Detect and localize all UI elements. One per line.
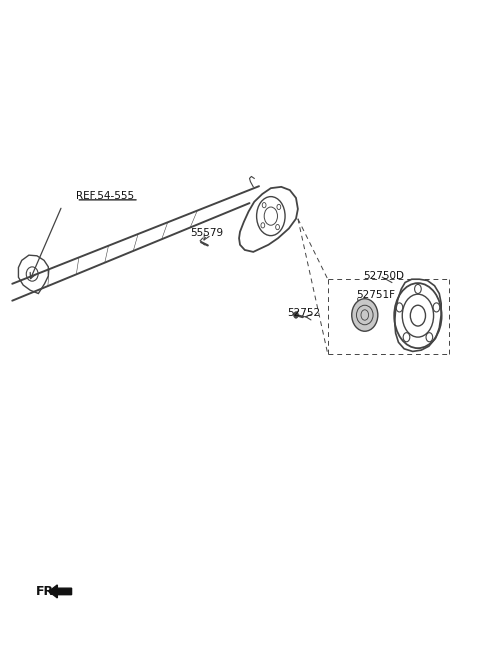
Text: 52752: 52752 [288,308,321,318]
Text: 55579: 55579 [190,228,223,238]
Text: 52751F: 52751F [356,290,395,300]
Text: REF.54-555: REF.54-555 [76,191,134,201]
Circle shape [294,312,299,318]
FancyArrow shape [49,585,72,598]
Text: FR.: FR. [36,585,59,598]
Ellipse shape [352,298,378,331]
Text: 52750D: 52750D [363,271,404,281]
